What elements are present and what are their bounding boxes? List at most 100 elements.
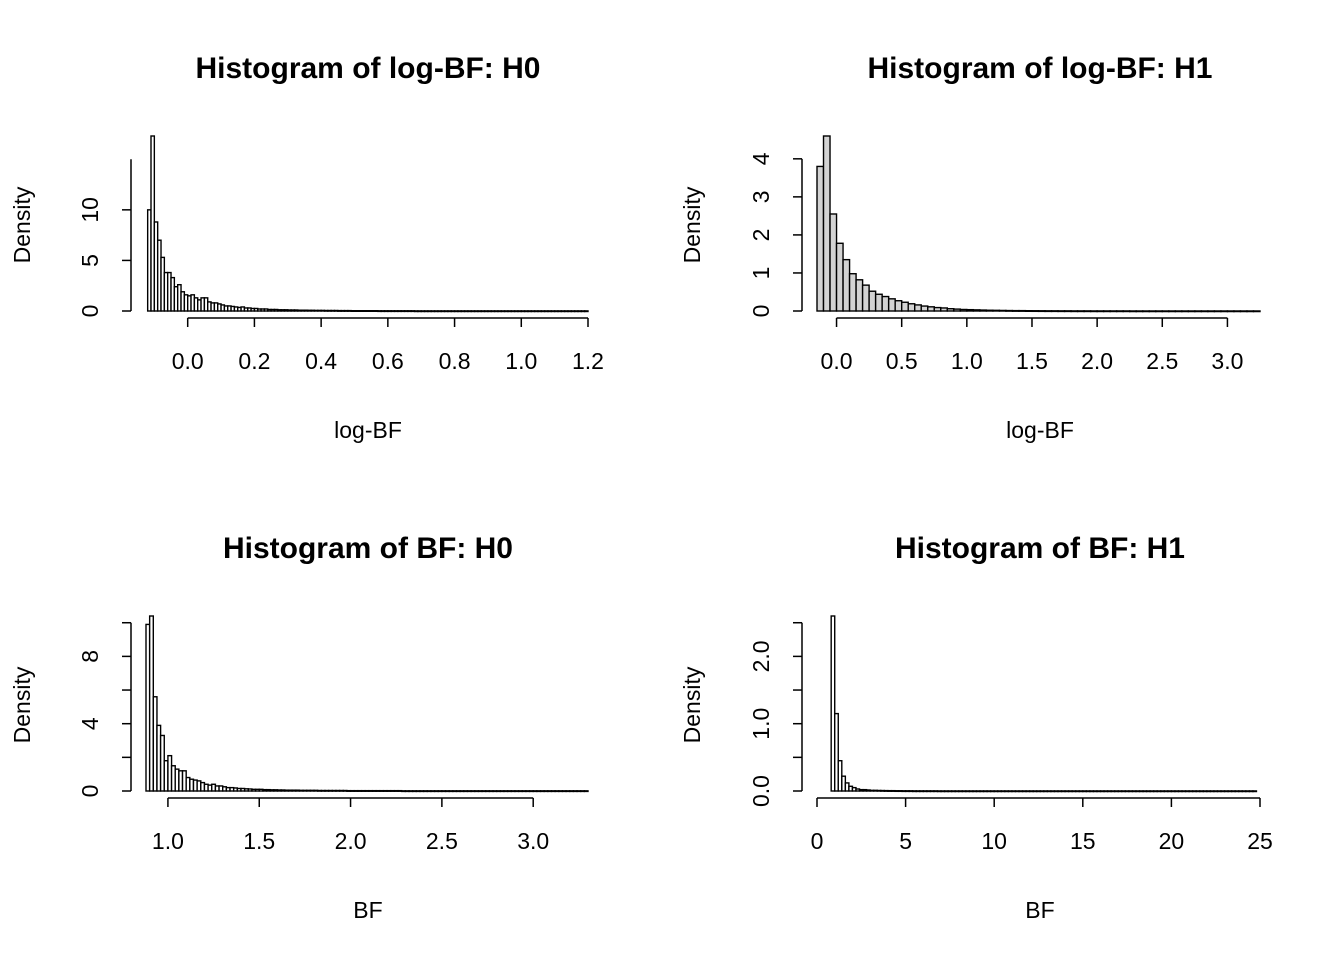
histogram-bar: [855, 279, 864, 312]
y-axis-label: Density: [9, 666, 35, 743]
histogram-bar: [861, 284, 870, 312]
histogram-bar: [1252, 310, 1261, 313]
x-tick-label: 25: [1247, 828, 1273, 854]
histogram-bar: [822, 135, 831, 312]
histogram-bar: [848, 273, 857, 312]
x-axis-label: log-BF: [334, 417, 402, 443]
histogram-bar: [1239, 310, 1248, 313]
x-axis: 1.0 1.5 2.0 2.5 3.0: [152, 797, 549, 854]
x-tick-label: 0: [811, 828, 824, 854]
x-tick-label: 1.2: [572, 348, 604, 374]
histogram-bar: [1174, 310, 1183, 313]
histogram-bar: [1031, 310, 1040, 313]
histogram-bar: [1044, 310, 1053, 313]
y-tick-label: 10: [77, 197, 103, 223]
histogram-bar: [966, 308, 975, 312]
histogram-bar: [835, 242, 844, 312]
x-tick-label: 20: [1159, 828, 1185, 854]
x-tick-label: 5: [899, 828, 912, 854]
x-tick-label: 1.5: [1016, 348, 1048, 374]
chart-title: Histogram of log-BF: H1: [868, 52, 1213, 85]
y-axis: 0 1 2 3 4: [748, 152, 803, 318]
histogram-bar: [583, 790, 589, 793]
histogram-bars: [146, 135, 589, 313]
y-tick-label: 0: [77, 785, 103, 798]
histogram-bar: [1089, 310, 1098, 313]
histogram-bar: [1194, 310, 1203, 313]
x-tick-label: 0.5: [886, 348, 918, 374]
x-tick-label: 2.0: [1081, 348, 1113, 374]
panel-loglf-h0: Histogram of log-BF: H0 log-BF Density 0…: [9, 52, 604, 443]
histogram-bar: [1213, 310, 1222, 313]
histogram-bar: [920, 305, 929, 312]
y-tick-label: 5: [77, 254, 103, 267]
x-tick-label: 3.0: [517, 828, 549, 854]
histogram-bars: [145, 615, 589, 793]
histogram-bar: [816, 165, 825, 312]
histogram-bar: [1129, 310, 1137, 313]
y-tick-label: 8: [77, 650, 103, 663]
histogram-bar: [1200, 310, 1209, 313]
histogram-bar: [1057, 310, 1066, 313]
histogram-bar: [900, 301, 909, 312]
histogram-bar: [907, 303, 916, 312]
histogram-bar: [946, 308, 955, 312]
x-tick-label: 2.5: [1146, 348, 1178, 374]
histogram-bar: [1155, 310, 1163, 313]
panel-bf-h1: Histogram of BF: H1 BF Density 0 5 10 15 20 2…: [679, 532, 1273, 923]
histogram-bar: [985, 309, 994, 312]
y-tick-label: 1: [748, 267, 774, 280]
x-tick-label: 1.5: [243, 828, 275, 854]
histogram-bar: [829, 213, 838, 312]
histogram-bar: [972, 309, 981, 312]
histogram-bar: [1070, 310, 1079, 313]
histogram-bar: [1102, 310, 1111, 313]
x-tick-label: 15: [1070, 828, 1096, 854]
histogram-bar: [1011, 309, 1020, 312]
x-axis: 0.0 0.5 1.0 1.5 2.0 2.5 3.0: [821, 317, 1243, 374]
histogram-bar: [1187, 310, 1196, 313]
x-tick-label: 0.6: [372, 348, 404, 374]
histogram-bar: [868, 290, 877, 312]
histogram-bar: [1181, 310, 1190, 313]
y-axis-label: Density: [679, 186, 705, 263]
histogram-bar: [979, 309, 988, 312]
histogram-bar: [1005, 309, 1014, 312]
histogram-bar: [1083, 310, 1092, 313]
y-tick-label: 2: [748, 229, 774, 242]
chart-title: Histogram of BF: H0: [223, 532, 513, 565]
histogram-bar: [914, 304, 922, 312]
x-axis: 0 5 10 15 20 25: [811, 797, 1273, 854]
histogram-bar: [1018, 309, 1027, 312]
histogram-bar: [1096, 310, 1105, 313]
y-axis: 0 5 10: [77, 159, 132, 317]
y-tick-label: 1.0: [748, 708, 774, 740]
y-axis: 0.0 1.0 2.0: [748, 621, 803, 807]
histogram-bar: [1063, 310, 1072, 313]
chart-title: Histogram of BF: H1: [895, 532, 1185, 565]
histogram-bar: [959, 308, 968, 312]
x-axis: 0.0 0.2 0.4 0.6 0.8 1.0 1.2: [172, 317, 604, 374]
histogram-bar: [940, 307, 948, 312]
x-tick-label: 1.0: [505, 348, 537, 374]
histogram-bar: [830, 615, 836, 792]
y-axis-label: Density: [679, 666, 705, 743]
x-axis-label: BF: [353, 897, 382, 923]
histogram-bar: [927, 306, 935, 312]
y-tick-label: 0: [748, 305, 774, 318]
histogram-bars: [830, 615, 1258, 793]
histogram-bar: [583, 310, 589, 313]
histogram-bar: [881, 295, 890, 312]
histogram-bar: [1024, 310, 1033, 313]
histogram-bar: [1207, 310, 1216, 313]
histogram-bar: [992, 309, 1001, 312]
histogram-bar: [1037, 310, 1046, 313]
histogram-bar: [894, 300, 903, 312]
histogram-bar: [1122, 310, 1131, 313]
x-tick-label: 1.0: [152, 828, 184, 854]
x-tick-label: 2.0: [335, 828, 367, 854]
y-axis-label: Density: [9, 186, 35, 263]
histogram-bar: [998, 309, 1007, 312]
